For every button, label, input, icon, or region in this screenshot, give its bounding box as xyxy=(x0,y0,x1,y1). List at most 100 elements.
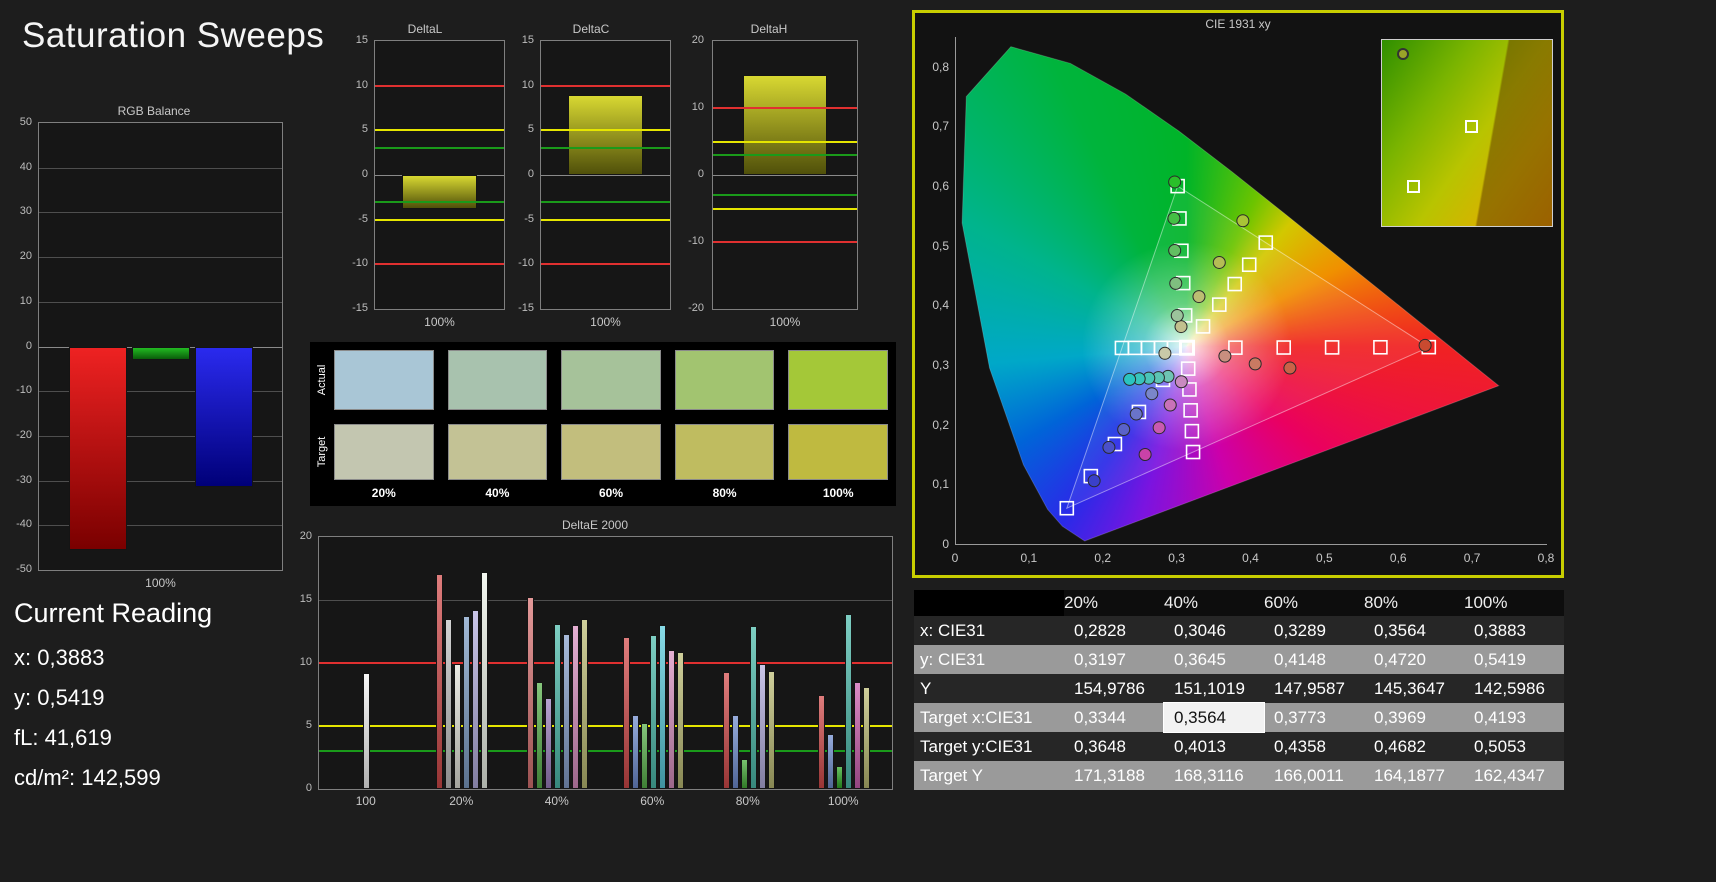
table-cell[interactable]: 171,3188 xyxy=(1074,765,1145,785)
tick-label: 20 xyxy=(19,250,32,263)
table-cell[interactable]: 142,5986 xyxy=(1474,678,1545,698)
ref-line-green xyxy=(375,200,504,203)
saturation-swatches-panel[interactable]: Actual Target 20% 40% 60% 80% 100% xyxy=(310,342,896,506)
gridline xyxy=(39,212,282,214)
cie-scatter-layer xyxy=(961,46,1500,542)
tick-label: 5 xyxy=(527,123,534,136)
ref-line-yellow xyxy=(375,129,504,132)
tick-label: 20 xyxy=(691,34,704,46)
table-cell[interactable]: 0,4148 xyxy=(1274,649,1326,669)
x-axis-label: 100% xyxy=(424,315,455,329)
tick-label: 20 xyxy=(299,530,312,542)
table-cell[interactable]: 0,5419 xyxy=(1474,649,1526,669)
target-square xyxy=(1059,500,1075,516)
table-cell[interactable]: 0,3883 xyxy=(1474,620,1526,640)
delta-bar xyxy=(402,175,477,209)
ref-line-yellow xyxy=(319,725,892,727)
x-axis-label: 100% xyxy=(590,315,621,329)
x-axis-label: 40% xyxy=(544,794,569,808)
table-cell[interactable]: 0,3046 xyxy=(1174,620,1226,640)
ref-line-red xyxy=(541,84,670,87)
delta-e-2000-panel[interactable]: DeltaE 2000 20 15 10 5 0 100 20% 40% 60% 80% 100% xyxy=(294,514,896,814)
table-cell[interactable]: 0,3564 xyxy=(1374,620,1426,640)
deltae-bar xyxy=(363,673,371,789)
table-cell[interactable]: 145,3647 xyxy=(1374,678,1445,698)
target-square xyxy=(1185,444,1201,460)
deltae-bar xyxy=(622,636,630,789)
target-square xyxy=(1241,257,1257,273)
table-cell[interactable]: 0,3289 xyxy=(1274,620,1326,640)
table-cell[interactable]: 164,1877 xyxy=(1374,765,1445,785)
table-cell[interactable]: 147,9587 xyxy=(1274,678,1345,698)
y-tick-label: 0,1 xyxy=(932,477,949,492)
measured-point xyxy=(1138,448,1152,462)
x-tick-label: 0 xyxy=(951,551,959,565)
table-cell[interactable]: 0,2828 xyxy=(1074,620,1126,640)
tick-label: 0 xyxy=(25,339,32,352)
table-cell[interactable]: 168,3116 xyxy=(1174,765,1244,785)
measured-point xyxy=(1158,346,1172,360)
table-cell[interactable]: 151,1019 xyxy=(1174,678,1245,698)
gridline xyxy=(39,301,282,303)
table-cell[interactable]: 0,4682 xyxy=(1374,736,1426,756)
table-cell[interactable]: 0,3773 xyxy=(1274,707,1326,727)
table-cell[interactable]: 0,4358 xyxy=(1274,736,1326,756)
row-label: Y xyxy=(920,678,932,698)
table-cell[interactable]: 0,4013 xyxy=(1174,736,1226,756)
measured-point xyxy=(1418,338,1432,352)
table-cell[interactable]: 162,4347 xyxy=(1474,765,1545,785)
delta-l-panel[interactable]: DeltaL 15 10 5 0 -5 -10 -15 100% xyxy=(342,18,508,338)
deltae-bar xyxy=(536,681,544,789)
bar-red xyxy=(68,346,127,550)
table-cell[interactable]: 0,3197 xyxy=(1074,649,1126,669)
table-cell[interactable]: 0,5053 xyxy=(1474,736,1526,756)
table-cell[interactable]: 0,4720 xyxy=(1374,649,1426,669)
y-tick-label: 0,5 xyxy=(932,238,949,253)
delta-c-panel[interactable]: DeltaC 15 10 5 0 -5 -10 -15 100% xyxy=(508,18,674,338)
tick-label: -30 xyxy=(16,473,32,486)
swatch-actual xyxy=(447,350,548,410)
ref-line-yellow xyxy=(713,207,857,210)
target-square xyxy=(1227,276,1243,292)
tick-label: 40 xyxy=(19,160,32,173)
x-axis-label: 100% xyxy=(827,794,859,808)
table-cell[interactable]: 0,3648 xyxy=(1074,736,1126,756)
target-square xyxy=(1182,382,1197,397)
deltae-bar xyxy=(481,572,489,789)
measured-point xyxy=(1168,175,1182,189)
table-cell[interactable]: 0,3344 xyxy=(1074,707,1126,727)
reading-line: y: 0,5419 xyxy=(14,685,105,710)
measured-point xyxy=(1170,309,1184,323)
tick-label: -20 xyxy=(688,302,704,314)
table-cell[interactable]: 0,3645 xyxy=(1174,649,1226,669)
table-cell[interactable]: 166,0011 xyxy=(1274,765,1344,785)
table-row: x: CIE31 0,2828 0,3046 0,3289 0,3564 0,3883 xyxy=(914,616,1564,645)
table-cell[interactable]: 0,3969 xyxy=(1374,707,1426,727)
deltae-bar xyxy=(845,613,853,789)
swatch-target xyxy=(447,424,548,480)
measured-point xyxy=(1117,422,1131,436)
measured-point xyxy=(1167,211,1181,225)
tick-label: 15 xyxy=(355,34,368,46)
rgb-balance-panel[interactable]: RGB Balance 50 40 30 20 10 0 -10 -20 -30 -40 -50 1… xyxy=(8,100,300,600)
table-cell[interactable]: 154,9786 xyxy=(1074,678,1145,698)
tick-label: 0 xyxy=(527,168,534,180)
x-tick-label: 0,4 xyxy=(1242,551,1259,565)
table-cell[interactable]: 0,4193 xyxy=(1474,707,1526,727)
measured-point xyxy=(1129,407,1143,421)
swatch-target xyxy=(334,424,434,480)
measured-point xyxy=(1145,387,1159,401)
cie-chart-panel[interactable]: CIE 1931 xy 0 0,1 0,2 0,3 0,4 0,5 0,6 0,7 0,8 0 0,… xyxy=(912,10,1564,578)
measured-point xyxy=(1102,440,1116,454)
delta-h-panel[interactable]: DeltaH 20 10 0 -10 -20 100% xyxy=(678,18,860,338)
swatch-column-label: 40% xyxy=(485,486,510,500)
target-square xyxy=(1276,340,1292,355)
x-tick-label: 0,5 xyxy=(1316,551,1333,565)
y-tick-label: 0,7 xyxy=(932,119,949,134)
x-tick-label: 0,3 xyxy=(1168,551,1185,565)
deltae-bar xyxy=(863,686,871,789)
table-row: y: CIE31 0,3197 0,3645 0,4148 0,4720 0,5419 xyxy=(914,645,1564,674)
table-cell[interactable]: 0,3564 xyxy=(1163,702,1265,733)
inset-target-square xyxy=(1465,120,1479,134)
ref-line-red xyxy=(713,107,857,109)
